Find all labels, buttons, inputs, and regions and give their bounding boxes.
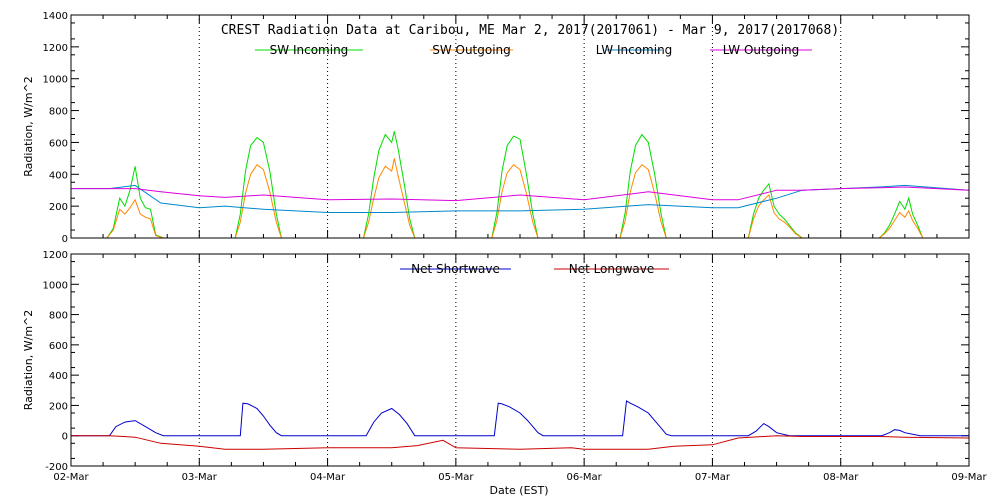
x-tick-label: 07-Mar: [695, 472, 731, 483]
y-tick-label: 200: [49, 401, 68, 412]
x-tick-label: 08-Mar: [823, 472, 859, 483]
legend-label: Net Longwave: [569, 262, 655, 276]
legend-label: SW Outgoing: [432, 43, 511, 57]
x-tick-label: 03-Mar: [182, 472, 218, 483]
y-tick-label: 0: [62, 234, 68, 245]
series-line-sw-incoming: [71, 131, 969, 239]
series-line-lw-incoming: [71, 184, 970, 213]
series-line-sw-outgoing: [71, 158, 969, 239]
legend-label: LW Incoming: [596, 43, 673, 57]
top-panel: 0 200 400 600 800 1000 1200 1400 Radiation, W/m^…: [22, 11, 970, 245]
y-tick-label: 1000: [43, 280, 68, 291]
y-tick-label: 1400: [43, 11, 68, 22]
series-line-net-longwave: [71, 435, 970, 450]
y-tick-label: 400: [49, 371, 68, 382]
y-tick-label: 1200: [43, 250, 68, 261]
y-tick-label: 1000: [43, 75, 68, 86]
x-tick-label: 02-Mar: [53, 472, 89, 483]
y-tick-label: 600: [49, 138, 68, 149]
x-axis-title: Date (EST): [489, 484, 548, 497]
y-tick-label: 0: [62, 432, 68, 443]
y-tick-label: 200: [49, 202, 68, 213]
y-tick-label: 600: [49, 341, 68, 352]
x-tick-label: 06-Mar: [567, 472, 603, 483]
x-tick-label: 05-Mar: [438, 472, 474, 483]
y-axis-title: Radiation, W/m^2: [22, 76, 35, 177]
plot-frame: [70, 14, 970, 239]
legend-label: LW Outgoing: [723, 43, 800, 57]
y-tick-label: 1200: [43, 43, 68, 54]
y-tick-label: 800: [49, 107, 68, 118]
y-axis-title: Radiation, W/m^2: [22, 310, 35, 411]
legend-label: SW Incoming: [270, 43, 349, 57]
bottom-panel: -200 0 200 400 600 800 1000 1200 02-Mar 03-Mar 04-…: [22, 250, 987, 483]
chart-title: CREST Radiation Data at Caribou, ME Mar …: [221, 23, 839, 38]
x-tick-label: 09-Mar: [951, 472, 987, 483]
y-tick-label: 400: [49, 170, 68, 181]
y-tick-label: -200: [45, 462, 68, 473]
plot-frame: [70, 253, 970, 467]
x-tick-label: 04-Mar: [310, 472, 346, 483]
y-tick-label: 800: [49, 311, 68, 322]
series-line-net-shortwave: [71, 400, 969, 437]
legend-label: Net Shortwave: [411, 262, 500, 276]
series-line-lw-outgoing: [71, 186, 970, 202]
